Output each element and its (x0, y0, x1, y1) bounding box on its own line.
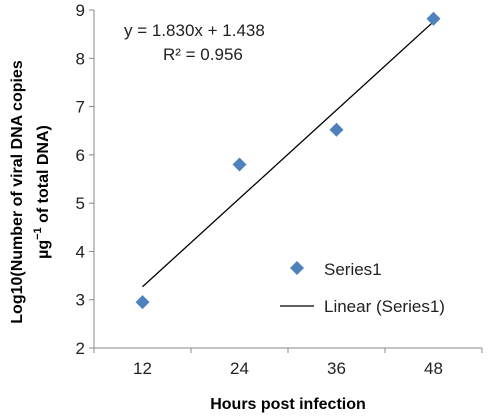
trendline-group (142, 21, 434, 288)
trendline-r-squared: R² = 0.956 (163, 45, 243, 64)
x-tick-label: 12 (133, 359, 152, 378)
data-point (329, 122, 344, 137)
axes (89, 9, 483, 353)
tick-labels: 2 3 4 5 6 7 8 9 12 24 36 48 (76, 1, 443, 378)
legend: Series1 Linear (Series1) (280, 260, 445, 316)
legend-marker-series1 (290, 261, 304, 275)
y-axis-title-unit-exponent: −1 (32, 227, 44, 240)
data-points (135, 11, 441, 310)
y-tick-label: 8 (76, 49, 85, 68)
y-axis-title: Log10(Number of viral DNA copies µg−1 of… (9, 60, 52, 324)
y-axis-title-line2: µg−1 of total DNA) (32, 125, 52, 259)
x-tick-label: 36 (327, 359, 346, 378)
legend-label-series1: Series1 (324, 260, 382, 279)
y-tick-label: 5 (76, 194, 85, 213)
x-tick-label: 48 (424, 359, 443, 378)
x-axis-title: Hours post infection (210, 396, 366, 413)
legend-label-trendline: Linear (Series1) (324, 297, 445, 316)
y-tick-label: 7 (76, 98, 85, 117)
data-point (135, 295, 150, 310)
y-axis-title-unit: µg (35, 240, 52, 259)
y-tick-label: 4 (76, 242, 85, 261)
y-tick-label: 9 (76, 1, 85, 20)
trendline-equation: y = 1.830x + 1.438 (124, 21, 265, 40)
data-point (426, 11, 441, 26)
data-point (232, 157, 247, 172)
x-tick-label: 24 (230, 359, 249, 378)
y-tick-label: 6 (76, 146, 85, 165)
y-tick-label: 3 (76, 291, 85, 310)
y-axis-title-line1: Log10(Number of viral DNA copies (9, 60, 26, 324)
y-axis-title-unit-rest: of total DNA) (35, 125, 52, 227)
y-tick-label: 2 (76, 339, 85, 358)
trendline (142, 21, 434, 288)
